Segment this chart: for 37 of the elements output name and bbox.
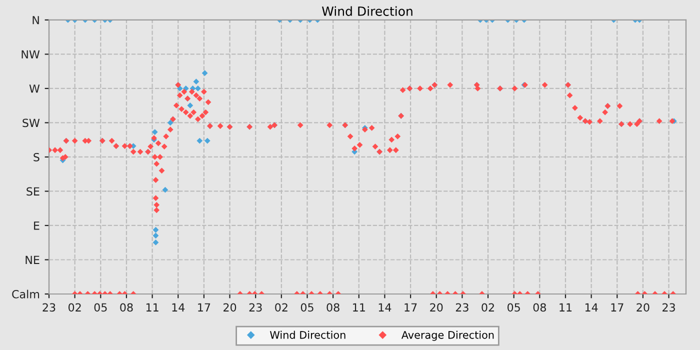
x-tick-label: 14 bbox=[585, 303, 598, 312]
category-label: S bbox=[34, 152, 40, 162]
category-label: NE bbox=[26, 256, 40, 264]
x-tick-label: 20 bbox=[430, 303, 443, 312]
category-label: NW bbox=[22, 50, 40, 58]
x-tick-label: 14 bbox=[172, 303, 185, 312]
x-tick-label: 05 bbox=[94, 303, 107, 312]
category-label: SE bbox=[26, 187, 40, 196]
category-label: SW bbox=[22, 118, 40, 128]
x-tick-label: 08 bbox=[120, 303, 133, 312]
legend-label: Average Direction bbox=[401, 330, 494, 341]
legend-label: Wind Direction bbox=[270, 330, 346, 339]
x-tick-label: 02 bbox=[275, 303, 288, 312]
x-tick-label: 11 bbox=[146, 303, 158, 312]
x-tick-label: 17 bbox=[198, 303, 210, 312]
x-tick-label: 02 bbox=[482, 303, 494, 312]
x-tick-label: 11 bbox=[353, 303, 365, 312]
category-label: E bbox=[34, 222, 40, 230]
x-tick-label: 23 bbox=[42, 303, 56, 312]
x-tick-label: 23 bbox=[249, 303, 262, 312]
category-label: N bbox=[32, 16, 39, 24]
x-tick-label: 05 bbox=[300, 303, 314, 312]
x-tick-label: 17 bbox=[404, 303, 417, 312]
x-tick-label: 02 bbox=[68, 303, 81, 312]
category-label: W bbox=[29, 84, 40, 93]
x-tick-label: 23 bbox=[456, 303, 468, 312]
x-tick-label: 08 bbox=[533, 303, 546, 312]
x-tick-label: 14 bbox=[378, 303, 392, 312]
x-tick-label: 08 bbox=[326, 303, 340, 312]
x-tick-label: 11 bbox=[560, 303, 572, 312]
x-tick-label: 20 bbox=[224, 303, 236, 312]
chart-title: Wind Direction bbox=[322, 6, 412, 16]
category-label: Calm bbox=[12, 290, 40, 298]
x-tick-label: 05 bbox=[508, 303, 520, 312]
x-tick-label: 20 bbox=[636, 303, 650, 312]
x-tick-label: 17 bbox=[611, 303, 624, 312]
x-tick-label: 23 bbox=[662, 303, 675, 312]
